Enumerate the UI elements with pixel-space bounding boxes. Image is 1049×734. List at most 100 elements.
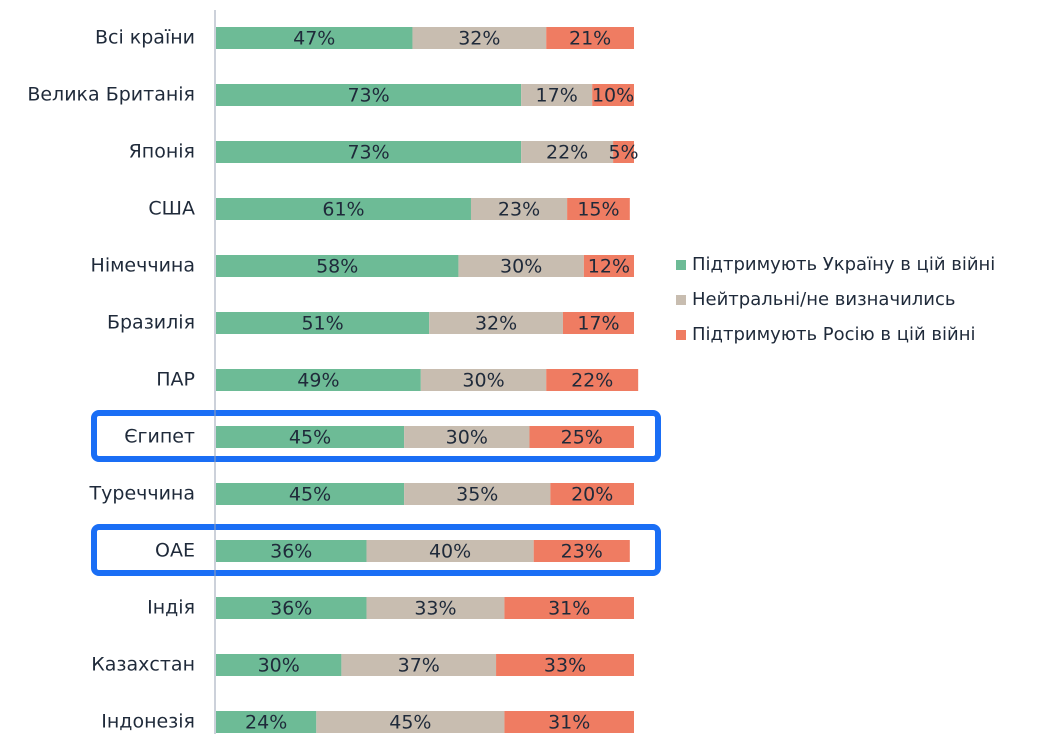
- bar-segment: [504, 711, 634, 733]
- bar-segment: [216, 198, 471, 220]
- y-tick-label: Індонезія: [101, 711, 195, 733]
- value-label: 31%: [548, 712, 590, 734]
- bar-segment: [366, 597, 505, 619]
- bar-segment: [404, 483, 551, 505]
- bar-segment: [216, 426, 405, 448]
- value-label: 32%: [475, 313, 517, 335]
- bar-segment: [216, 312, 430, 334]
- value-label: 40%: [429, 541, 471, 563]
- value-label: 20%: [571, 484, 613, 506]
- bar-segment: [496, 654, 634, 676]
- legend-label: Підтримують Україну в цій війні: [692, 254, 995, 275]
- bar-segment: [550, 483, 634, 505]
- value-label: 37%: [398, 655, 440, 677]
- value-label: 30%: [258, 655, 300, 677]
- value-label: 36%: [270, 541, 312, 563]
- y-tick-label: ПАР: [156, 369, 195, 391]
- value-label: 15%: [577, 199, 619, 221]
- value-label: 33%: [544, 655, 586, 677]
- highlight-box: [91, 524, 661, 576]
- value-label: 30%: [446, 427, 488, 449]
- bar-segment: [216, 84, 522, 106]
- value-label: 17%: [536, 85, 578, 107]
- bar-segment: [412, 27, 547, 49]
- value-label: 25%: [561, 427, 603, 449]
- value-label: 36%: [270, 598, 312, 620]
- bar-segment: [567, 198, 630, 220]
- y-tick-label: Індія: [147, 597, 195, 619]
- value-label: 10%: [592, 85, 634, 107]
- bar-segment: [366, 540, 534, 562]
- value-label: 45%: [289, 484, 331, 506]
- bar-segment: [504, 597, 634, 619]
- bar-segment: [216, 654, 342, 676]
- bar-segment: [216, 597, 367, 619]
- value-label: 51%: [301, 313, 343, 335]
- bar-segment: [592, 84, 634, 106]
- bar-segment: [216, 141, 522, 163]
- value-label: 23%: [561, 541, 603, 563]
- legend-swatch: [676, 260, 686, 270]
- bar-segment: [216, 711, 317, 733]
- bar-segment: [404, 426, 530, 448]
- value-label: 30%: [500, 256, 542, 278]
- legend-swatch: [676, 330, 686, 340]
- bar-segment: [583, 255, 634, 277]
- bar-segment: [216, 369, 421, 391]
- y-tick-label: Всі країни: [95, 27, 195, 49]
- legend-label: Нейтральні/не визначились: [692, 289, 955, 310]
- value-label: 33%: [414, 598, 456, 620]
- bar-segment: [420, 369, 547, 391]
- value-label: 30%: [462, 370, 504, 392]
- bar-segment: [429, 312, 563, 334]
- value-label: 58%: [316, 256, 358, 278]
- value-label: 17%: [577, 313, 619, 335]
- bar-segment: [470, 198, 568, 220]
- value-label: 22%: [571, 370, 613, 392]
- bar-segment: [529, 426, 634, 448]
- bar-segment: [216, 483, 405, 505]
- y-tick-label: Бразилія: [107, 312, 195, 334]
- bar-segment: [216, 27, 413, 49]
- highlight-box: [91, 410, 661, 462]
- y-tick-label: Велика Британія: [27, 84, 195, 106]
- legend-swatch: [676, 295, 686, 305]
- bar-segment: [521, 141, 614, 163]
- value-label: 32%: [458, 28, 500, 50]
- legend-label: Підтримують Росію в цій війні: [692, 324, 976, 345]
- value-label: 47%: [293, 28, 335, 50]
- value-label: 24%: [245, 712, 287, 734]
- value-label: 49%: [297, 370, 339, 392]
- bar-segment: [546, 369, 639, 391]
- y-tick-label: ОАЕ: [155, 540, 195, 562]
- value-label: 12%: [588, 256, 630, 278]
- value-label: 73%: [347, 85, 389, 107]
- value-label: 45%: [389, 712, 431, 734]
- value-label: 45%: [289, 427, 331, 449]
- bar-segment: [562, 312, 634, 334]
- value-label: 35%: [456, 484, 498, 506]
- y-tick-label: США: [148, 198, 195, 220]
- value-label: 23%: [498, 199, 540, 221]
- y-tick-label: Німеччина: [91, 255, 195, 277]
- value-label: 22%: [546, 142, 588, 164]
- value-label: 31%: [548, 598, 590, 620]
- value-label: 5%: [608, 142, 638, 164]
- bar-segment: [316, 711, 505, 733]
- bar-segment: [216, 255, 459, 277]
- bar-segment: [216, 540, 367, 562]
- bar-segment: [521, 84, 593, 106]
- bar-segment: [341, 654, 497, 676]
- y-tick-label: Туреччина: [89, 483, 195, 505]
- value-label: 21%: [569, 28, 611, 50]
- bar-segment: [533, 540, 630, 562]
- y-tick-label: Японія: [129, 141, 195, 163]
- value-label: 61%: [322, 199, 364, 221]
- value-label: 73%: [347, 142, 389, 164]
- bar-segment: [613, 141, 634, 163]
- y-tick-label: Єгипет: [124, 426, 195, 448]
- bar-segment: [458, 255, 584, 277]
- y-tick-label: Казахстан: [91, 654, 195, 676]
- bar-segment: [546, 27, 634, 49]
